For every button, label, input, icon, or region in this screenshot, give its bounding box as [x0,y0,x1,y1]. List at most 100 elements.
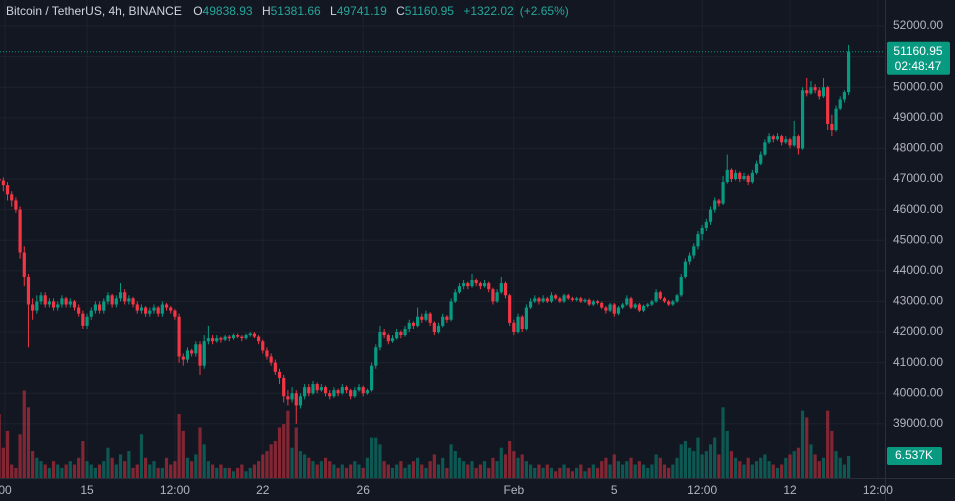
candle-body [549,295,554,302]
volume-bar [403,467,407,478]
volume-bar [625,461,629,478]
candle-body [131,298,135,305]
volume-bar [319,461,323,478]
volume-bar [411,461,416,478]
volume-bar [813,454,817,478]
volume-bar [340,464,344,478]
candle-body [244,335,248,339]
volume-bar [428,461,432,478]
volume-bar [106,447,110,478]
volume-bar [386,464,390,478]
candle-body [39,295,43,302]
volume-bar [487,467,491,478]
candle-body [763,142,767,155]
y-tick-label: 50000.00 [893,79,943,93]
candle-body [336,390,340,394]
volume-bar [190,461,194,478]
volume-bar [566,467,570,478]
volume-bar [236,467,240,478]
volume-bar [771,464,775,478]
volume-bar [713,437,717,478]
y-tick-label: 43000.00 [893,294,943,308]
volume-bar [462,461,466,478]
ohlc-letter: C [396,4,405,18]
volume-bar [470,461,474,478]
volume-bar [800,410,805,478]
volume-bar [64,464,68,478]
volume-bar [675,457,679,478]
volume-bar [294,427,298,478]
candle-body [424,313,428,320]
volume-bar [56,464,60,478]
volume-bar [788,454,792,478]
candle-body [641,306,646,311]
candle-body [144,307,148,314]
candle-body [252,333,257,337]
candle-body [31,304,35,311]
x-tick-label: 00 [0,483,12,497]
candle-body [173,310,177,317]
candle-body [687,255,692,262]
candle-body [382,332,386,336]
y-tick-label: 42000.00 [893,324,943,338]
volume-bar [382,461,386,478]
volume-bar [357,464,361,478]
volume-bar [0,414,1,478]
candle-body [754,163,759,173]
candle-body [210,338,215,342]
candle-body [796,136,800,149]
volume-bar [436,464,441,478]
volume-bar [215,467,219,478]
volume-bar [131,467,135,478]
candle-body [156,307,160,314]
candle-body [0,179,1,181]
volume-bar [303,454,307,478]
volume-bar [416,457,420,478]
countdown: 02:48:47 [895,59,942,73]
candle-body [508,295,512,323]
candle-body [152,307,156,311]
volume-bar [780,464,784,478]
candle-body [834,108,838,131]
volume-bar [420,464,424,478]
candle-body [491,289,495,302]
x-tick-label: 22 [256,483,270,497]
volume-bar [687,447,692,478]
candle-body [487,283,491,290]
volume-bar [269,444,273,478]
candle-body [729,169,734,180]
candle-body [118,292,123,299]
candle-body [399,332,403,336]
candle-body [767,136,771,143]
volume-bar [570,471,575,478]
volume-bar [734,457,738,478]
candle-body [520,316,524,329]
candle-body [35,301,39,311]
volume-bar [43,464,47,478]
candle-body [248,333,252,336]
volume-bar [315,464,319,478]
volume-tag [887,446,942,465]
candle-body [256,336,261,342]
volume-bar [646,467,650,478]
candle-body [290,393,294,400]
candle-body [780,136,784,143]
volume-bar [311,461,315,478]
candle-body [528,301,533,308]
candle-body [591,301,595,305]
volume-bar [202,444,206,478]
volume-bar [775,467,780,478]
candle-body [148,310,152,314]
volume-bar [307,457,311,478]
candle-body [583,299,587,302]
candle-body [516,316,520,333]
candle-body [56,304,60,308]
volume-bar [256,461,261,478]
volume-bar [336,467,340,478]
volume-bar [72,464,77,478]
candle-body [512,322,516,333]
volume-bar [738,461,742,478]
x-tick-label: Feb [504,483,525,497]
volume-bar [692,451,696,478]
